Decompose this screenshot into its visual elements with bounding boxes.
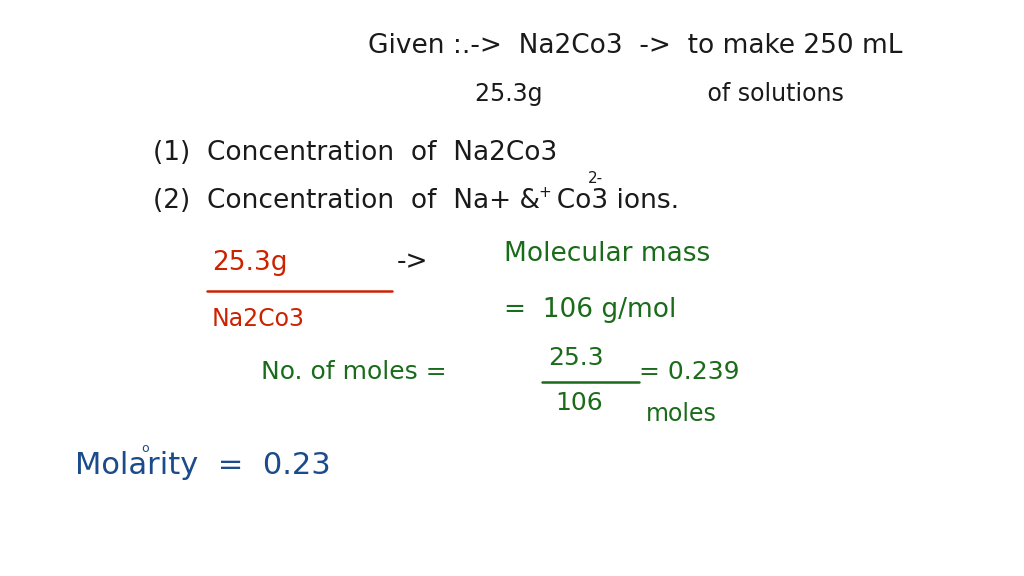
Text: 25.3: 25.3 (549, 346, 604, 370)
Text: +: + (539, 185, 551, 200)
Text: No. of moles =: No. of moles = (260, 361, 455, 384)
Text: ->: -> (397, 250, 429, 276)
Text: Molecular mass: Molecular mass (505, 241, 711, 267)
Text: Na2Co3: Na2Co3 (212, 307, 305, 331)
Text: =  106 g/mol: = 106 g/mol (505, 297, 677, 324)
Text: 25.3g                      of solutions: 25.3g of solutions (475, 82, 844, 106)
Text: Molarity  =  0.23: Molarity = 0.23 (75, 450, 331, 480)
Text: = 0.239: = 0.239 (639, 361, 739, 384)
Text: (2)  Concentration  of  Na+ &  Co3 ions.: (2) Concentration of Na+ & Co3 ions. (154, 188, 679, 214)
Text: (1)  Concentration  of  Na2Co3: (1) Concentration of Na2Co3 (154, 140, 557, 166)
Text: moles: moles (646, 403, 717, 426)
Text: 106: 106 (555, 391, 603, 415)
Text: Given :.->  Na2Co3  ->  to make 250 mL: Given :.-> Na2Co3 -> to make 250 mL (368, 33, 902, 59)
Text: 25.3g: 25.3g (212, 250, 288, 276)
Text: o: o (141, 442, 150, 454)
Text: 2-: 2- (588, 171, 602, 186)
